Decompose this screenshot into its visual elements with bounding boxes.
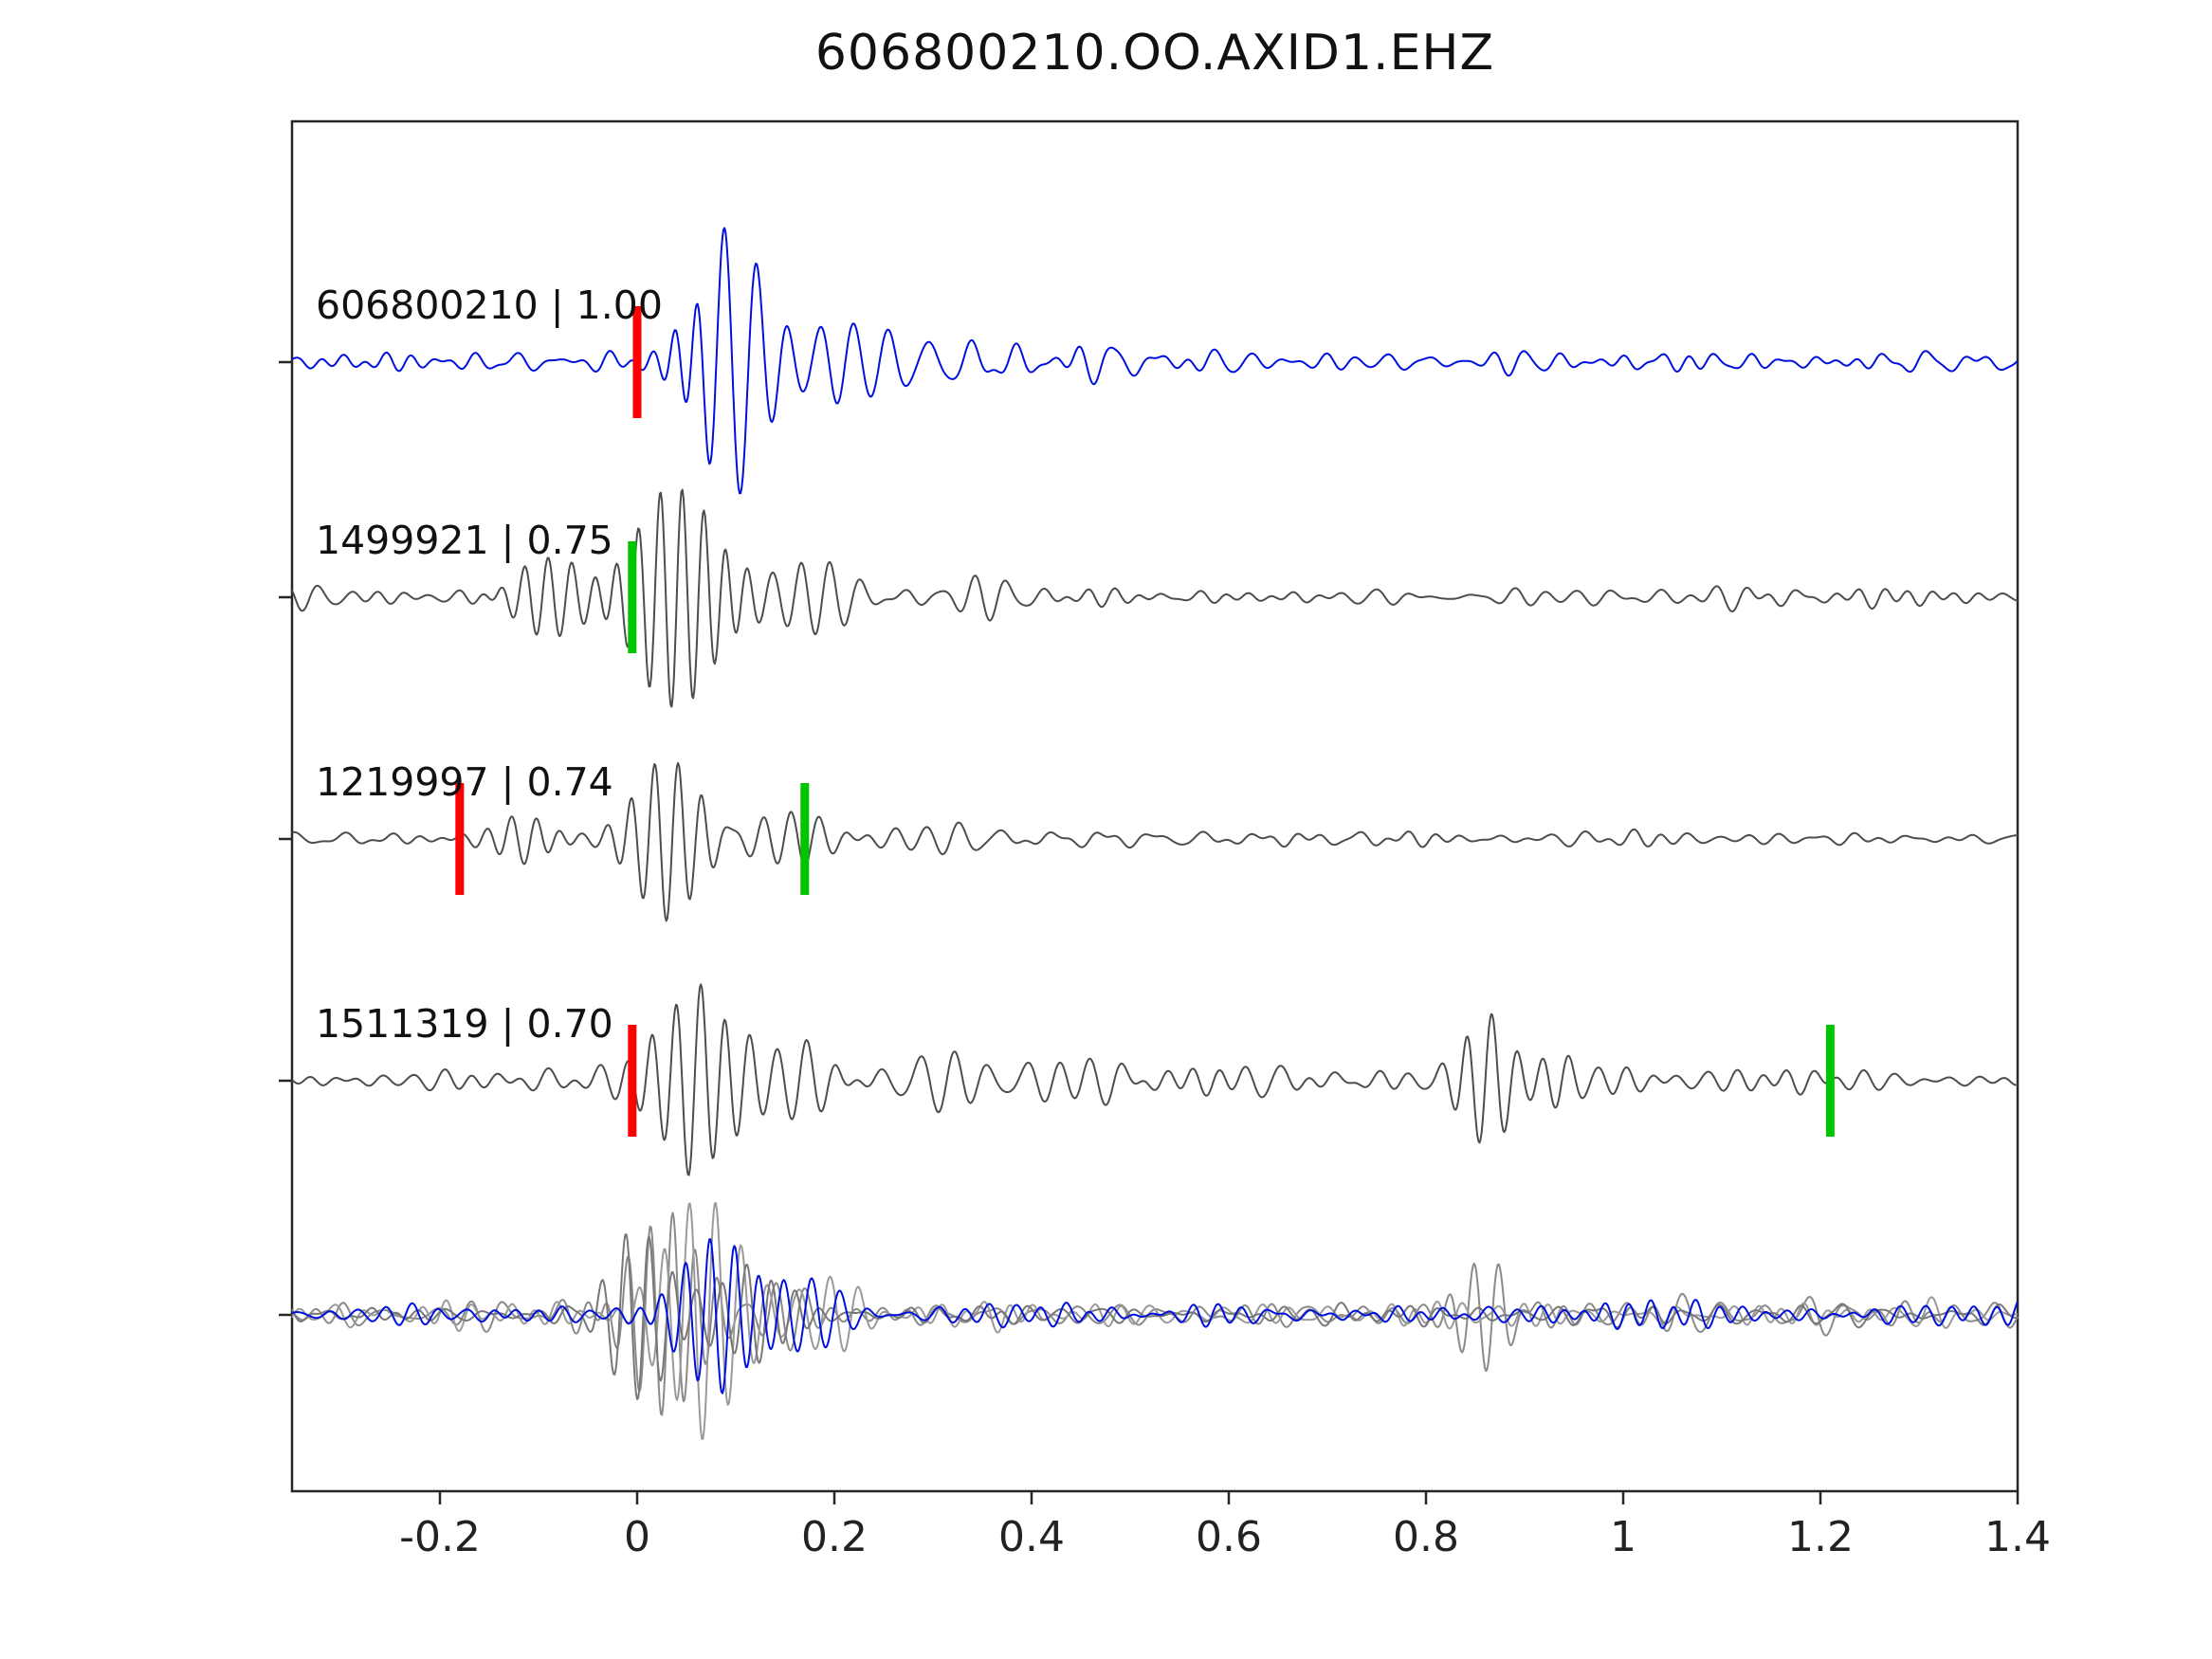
x-tick-label: 0.8 [1393, 1513, 1459, 1561]
x-tick-label: -0.2 [399, 1513, 481, 1561]
plot-title: 606800210.OO.AXID1.EHZ [814, 25, 1495, 82]
waveform-trace-1499921 [291, 488, 2019, 708]
axes-border [290, 119, 2020, 1493]
waveform-trace-stack-gray-3 [291, 1233, 2018, 1400]
x-tick-label: 0.2 [801, 1513, 868, 1561]
trace-label-1499921: 1499921 | 0.75 [316, 518, 613, 563]
pick-marker [1825, 1025, 1835, 1137]
waveform-trace-stack-gray-2 [291, 1202, 2019, 1440]
x-tick-label: 1 [1610, 1513, 1636, 1561]
x-tick-label: 1.4 [1984, 1513, 2051, 1561]
trace-label-1219997: 1219997 | 0.74 [316, 759, 613, 805]
pick-marker [628, 541, 637, 653]
pick-marker [628, 1025, 637, 1137]
trace-label-1511319: 1511319 | 0.70 [316, 1001, 613, 1047]
trace-label-606800210: 606800210 | 1.00 [316, 283, 663, 328]
x-tick-label: 0.6 [1196, 1513, 1262, 1561]
x-tick-label: 1.2 [1787, 1513, 1854, 1561]
pick-marker [632, 306, 642, 418]
waveform-trace-606800210 [291, 227, 2019, 495]
waveform-trace-1219997 [291, 761, 2019, 922]
x-tick-label: 0 [624, 1513, 650, 1561]
waveform-trace-1511319 [291, 983, 2019, 1176]
x-tick-label: 0.4 [998, 1513, 1065, 1561]
pick-marker [800, 783, 810, 895]
pick-marker [455, 783, 465, 895]
waveform-trace-stack-blue [291, 1238, 2019, 1395]
